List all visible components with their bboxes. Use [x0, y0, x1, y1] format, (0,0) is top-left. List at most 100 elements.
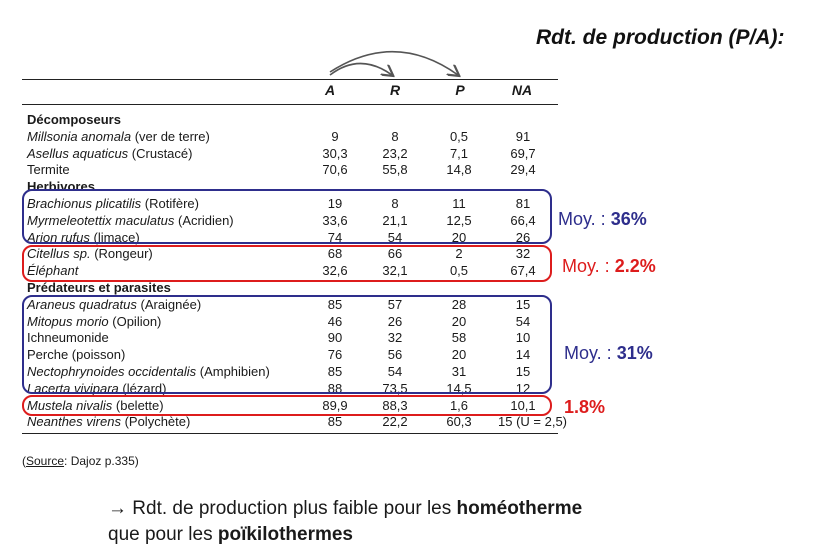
predators-average: Moy. : 31%: [564, 343, 653, 363]
value-cell-a: 85: [327, 296, 343, 312]
value-cell-p: 28: [451, 296, 467, 312]
value-cell-p: 11: [452, 196, 466, 211]
value-cell-a: 68: [327, 246, 343, 262]
value-cell-a: 76: [327, 347, 343, 363]
value-cell-r: 66: [387, 246, 403, 262]
value-cell-r: 54: [387, 229, 403, 245]
value-cell-p: 7,1: [449, 145, 469, 161]
value-cell-na: 26: [515, 229, 531, 245]
value-cell-na: 10: [515, 330, 531, 346]
species-name: Millsonia anomala (ver de terre): [27, 128, 210, 144]
value-cell-na: 32: [515, 246, 531, 262]
value-cell-a: 85: [327, 414, 343, 430]
source-label: Source: [26, 454, 65, 468]
homeotherm-herbivores-average: Moy. : 2.2%: [562, 256, 656, 276]
value-cell-a: 90: [327, 330, 343, 346]
herbivores-highlight-box: [22, 189, 552, 244]
value-cell-na: 15: [515, 296, 531, 312]
value-cell-na: 66,4: [510, 212, 536, 228]
arrow-a-to-p: [329, 50, 458, 75]
species-name: Araneus quadratus (Araignée): [27, 296, 202, 312]
value-cell-na: 67,4: [510, 263, 536, 279]
value-cell-a: 33,6: [322, 212, 348, 228]
value-cell-r: 8: [391, 128, 399, 144]
value-cell-r: 32,1: [382, 263, 408, 279]
species-name: Citellus sp. (Rongeur): [27, 246, 153, 262]
value-cell-na: 29,4: [510, 162, 536, 178]
arrow-a-to-r: [329, 62, 392, 76]
value-cell-p: 58: [451, 330, 467, 346]
table-header-rule: [22, 104, 558, 105]
herbivores-average: Moy. : 36%: [558, 209, 647, 229]
belette-highlight-box: [22, 395, 552, 416]
species-name: Brachionus plicatilis (Rotifère): [27, 196, 199, 211]
value-cell-a: 19: [327, 196, 343, 211]
value-cell-p: 20: [451, 313, 467, 329]
species-name: Mustela nivalis (belette): [27, 397, 164, 413]
homeotherm-herbivores-highlight-box: [22, 245, 552, 282]
slide-title: Rdt. de production (P/A):: [536, 26, 785, 49]
value-cell-na: 81: [515, 196, 531, 211]
value-cell-r: 8: [391, 196, 399, 211]
value-cell-p: 1,6: [449, 397, 469, 413]
species-name: Perche (poisson): [27, 347, 126, 363]
value-cell-r: 22,2: [382, 414, 408, 430]
value-cell-p: 20: [451, 229, 467, 245]
value-cell-p: 60,3: [446, 414, 472, 430]
value-cell-a: 32,6: [322, 263, 348, 279]
flow-arrows: [329, 50, 839, 120]
table-bottom-rule: [22, 433, 558, 434]
value-cell-p: 12,5: [446, 212, 472, 228]
species-name: Asellus aquaticus (Crustacé): [27, 145, 193, 161]
species-name: Arion rufus (limace): [27, 229, 140, 245]
value-cell-na: 14: [515, 347, 531, 363]
value-cell-a: 89,9: [322, 397, 348, 413]
value-cell-na: 54: [515, 313, 531, 329]
species-name: Éléphant: [27, 263, 79, 279]
belette-value: 1.8%: [564, 397, 606, 417]
species-name: Ichneumonide: [27, 330, 109, 346]
value-cell-r: 23,2: [382, 145, 408, 161]
value-cell-r: 88,3: [382, 397, 408, 413]
value-cell-na: 91: [515, 128, 531, 144]
value-cell-na: 69,7: [510, 145, 536, 161]
column-header-a: A: [324, 82, 336, 98]
species-name: Termite: [27, 162, 70, 178]
column-header-p: P: [455, 82, 465, 98]
species-name: Myrmeleotettix maculatus (Acridien): [27, 212, 234, 228]
conclusion: → Rdt. de production plus faible pour le…: [108, 498, 583, 545]
value-cell-r: 21,1: [382, 212, 408, 228]
value-cell-p: 0,5: [449, 263, 469, 279]
value-cell-na: 15: [515, 364, 531, 379]
value-cell-r: 32: [387, 330, 403, 346]
table-top-rule: [22, 79, 558, 80]
arrow-glyph: →: [108, 498, 127, 519]
predators-highlight-box: [22, 295, 552, 394]
value-cell-p: 14,8: [446, 162, 472, 178]
column-header-r: R: [389, 82, 401, 98]
species-name: Mitopus morio (Opilion): [27, 313, 162, 329]
value-cell-p: 2: [455, 246, 463, 262]
value-cell-a: 30,3: [322, 145, 348, 161]
species-name: Neanthes virens (Polychète): [27, 414, 191, 430]
value-cell-p: 31: [451, 364, 467, 379]
value-cell-a: 70,6: [322, 162, 348, 178]
value-cell-a: 9: [331, 128, 339, 144]
value-cell-p: 0,5: [449, 128, 469, 144]
value-cell-r: 54: [387, 364, 403, 379]
section-header: Prédateurs et parasites: [27, 280, 171, 295]
value-cell-r: 55,8: [382, 162, 408, 178]
value-cell-na: 15 (U = 2,5): [498, 414, 568, 430]
value-cell-na: 10,1: [510, 397, 536, 413]
value-cell-a: 46: [327, 313, 343, 329]
value-cell-r: 57: [387, 296, 403, 312]
section-header: Décomposeurs: [27, 112, 121, 127]
species-name: Nectophrynoides occidentalis (Amphibien): [27, 364, 270, 379]
value-cell-a: 74: [327, 229, 343, 245]
value-cell-r: 56: [387, 347, 403, 363]
value-cell-p: 20: [451, 347, 467, 363]
value-cell-a: 85: [327, 364, 343, 379]
source-citation: (Source: Dajoz p.335): [22, 454, 139, 468]
value-cell-r: 26: [387, 313, 403, 329]
column-header-na: NA: [511, 82, 533, 98]
